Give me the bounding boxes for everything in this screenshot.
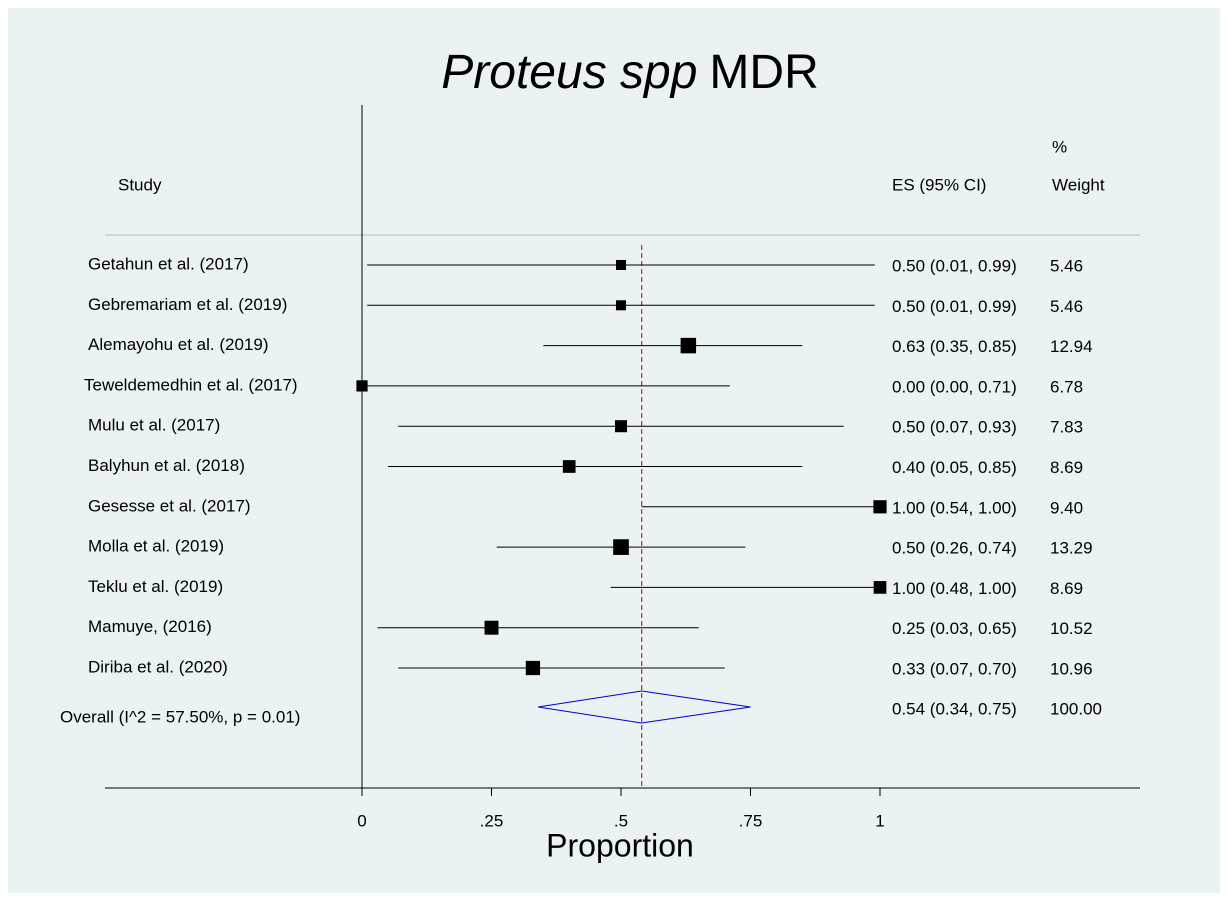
- es-label: 0.00 (0.00, 0.71): [892, 377, 1017, 396]
- weight-label: 9.40: [1050, 498, 1083, 517]
- es-header: ES (95% CI): [892, 175, 986, 194]
- es-label: 1.00 (0.48, 1.00): [892, 579, 1017, 598]
- weight-label: 13.29: [1050, 539, 1093, 558]
- overall-es-label: 0.54 (0.34, 0.75): [892, 699, 1017, 718]
- overall-label: Overall (I^2 = 57.50%, p = 0.01): [60, 707, 300, 726]
- es-label: 0.63 (0.35, 0.85): [892, 337, 1017, 356]
- study-marker: [680, 337, 697, 354]
- title-text: MDR: [709, 46, 818, 99]
- study-label: Alemayohu et al. (2019): [88, 335, 269, 354]
- study-label: Balyhun et al. (2018): [88, 456, 245, 475]
- chart-title: Proteus spp MDR: [441, 46, 818, 99]
- x-tick-label: .75: [739, 811, 763, 830]
- x-tick-label: .5: [614, 811, 628, 830]
- study-marker: [615, 300, 627, 311]
- weight-label: 8.69: [1050, 458, 1083, 477]
- study-label: Teweldemedhin et al. (2017): [84, 375, 298, 394]
- weight-label: 10.52: [1050, 619, 1093, 638]
- study-marker: [525, 660, 541, 676]
- study-marker: [615, 259, 627, 271]
- es-label: 0.50 (0.07, 0.93): [892, 418, 1017, 437]
- x-axis-title: Proportion: [546, 827, 694, 863]
- es-label: 0.40 (0.05, 0.85): [892, 458, 1017, 477]
- study-marker: [356, 380, 368, 392]
- weight-label: 10.96: [1050, 659, 1093, 678]
- weight-header: Weight: [1052, 175, 1105, 194]
- weight-label: 5.46: [1050, 297, 1083, 316]
- es-label: 0.25 (0.03, 0.65): [892, 619, 1017, 638]
- study-label: Gesesse et al. (2017): [88, 496, 251, 515]
- study-label: Mamuye, (2016): [88, 617, 212, 636]
- overall-diamond: [538, 690, 751, 724]
- study-marker: [613, 539, 629, 555]
- study-label: Molla et al. (2019): [88, 537, 224, 556]
- overall-weight-label: 100.00: [1050, 699, 1102, 718]
- x-tick-label: 1: [875, 811, 884, 830]
- weight-header-top: %: [1052, 137, 1067, 156]
- weight-label: 8.69: [1050, 579, 1083, 598]
- study-marker: [484, 620, 499, 635]
- weight-label: 12.94: [1050, 337, 1093, 356]
- study-marker: [873, 500, 887, 514]
- study-marker: [873, 581, 887, 594]
- plot-background: [8, 8, 1220, 893]
- x-tick-label: 0: [357, 811, 366, 830]
- study-marker: [614, 420, 628, 433]
- weight-label: 5.46: [1050, 256, 1083, 275]
- weight-label: 6.78: [1050, 377, 1083, 396]
- study-label: Getahun et al. (2017): [88, 254, 249, 273]
- weight-label: 7.83: [1050, 418, 1083, 437]
- x-tick-label: .25: [480, 811, 504, 830]
- study-label: Teklu et al. (2019): [88, 577, 223, 596]
- es-label: 1.00 (0.54, 1.00): [892, 498, 1017, 517]
- es-label: 0.50 (0.26, 0.74): [892, 539, 1017, 558]
- es-label: 0.50 (0.01, 0.99): [892, 297, 1017, 316]
- study-label: Gebremariam et al. (2019): [88, 295, 287, 314]
- title-italic: Proteus spp: [441, 46, 697, 99]
- study-header: Study: [118, 175, 162, 194]
- study-label: Diriba et al. (2020): [88, 657, 228, 676]
- es-label: 0.33 (0.07, 0.70): [892, 659, 1017, 678]
- study-label: Mulu et al. (2017): [88, 416, 220, 435]
- study-marker: [562, 460, 576, 473]
- es-label: 0.50 (0.01, 0.99): [892, 256, 1017, 275]
